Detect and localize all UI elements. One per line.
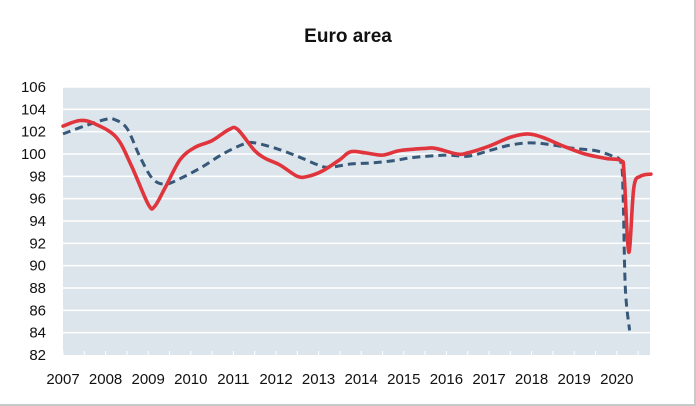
x-tick-label: 2017	[472, 371, 505, 388]
y-tick-label: 94	[29, 213, 46, 230]
y-tick-label: 82	[29, 347, 46, 364]
y-tick-label: 90	[29, 258, 46, 275]
x-tick-label: 2019	[558, 371, 591, 388]
x-tick-label: 2016	[430, 371, 463, 388]
x-tick-label: 2007	[46, 371, 79, 388]
y-tick-label: 92	[29, 235, 46, 252]
y-tick-label: 102	[21, 124, 46, 141]
x-tick-label: 2020	[600, 371, 633, 388]
y-tick-label: 100	[21, 146, 46, 163]
x-tick-label: 2010	[174, 371, 207, 388]
y-tick-label: 84	[29, 325, 46, 342]
y-tick-label: 104	[21, 101, 46, 118]
x-tick-label: 2011	[217, 371, 249, 388]
x-tick-label: 2014	[345, 371, 378, 388]
series-line-solid	[61, 118, 653, 255]
series-line-dashed	[62, 116, 632, 331]
y-tick-label: 106	[21, 79, 46, 96]
x-tick-label: 2015	[387, 371, 420, 388]
x-tick-label: 2013	[302, 371, 335, 388]
y-tick-label: 96	[29, 191, 46, 208]
y-tick-label: 88	[29, 280, 46, 297]
chart-title: Euro area	[304, 26, 392, 47]
y-tick-label: 86	[29, 302, 46, 319]
x-tick-label: 2009	[132, 371, 165, 388]
y-tick-label: 98	[29, 168, 46, 185]
x-tick-label: 2018	[515, 371, 548, 388]
x-tick-label: 2012	[259, 371, 292, 388]
x-tick-label: 2008	[89, 371, 122, 388]
